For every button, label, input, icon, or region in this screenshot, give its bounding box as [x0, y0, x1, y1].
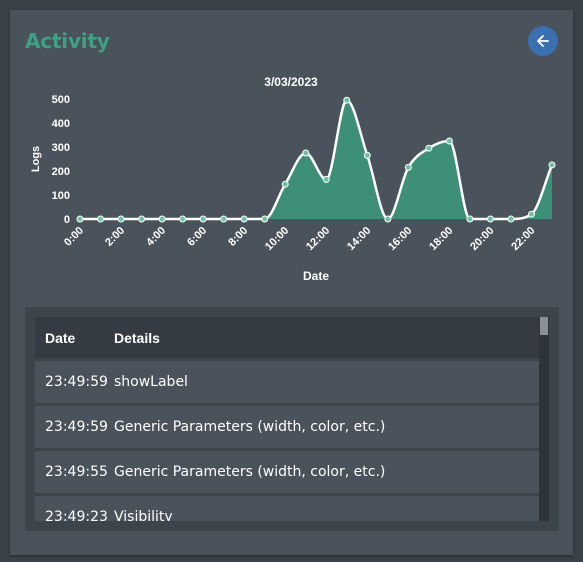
data-point — [302, 149, 310, 157]
data-point — [548, 161, 556, 169]
activity-chart: 3/03/2023 Logs Date 0 100 200 300 400 500 0:00 2:0… — [30, 75, 556, 283]
data-point — [158, 215, 166, 223]
series-area — [80, 100, 552, 219]
row-details: Generic Parameters (width, color, etc.) — [114, 464, 386, 480]
data-point — [466, 215, 474, 223]
column-header-details[interactable]: Details — [114, 329, 160, 346]
x-axis-label: Date — [303, 269, 329, 283]
table-row[interactable]: 23:49:23 Visibility — [35, 496, 539, 521]
data-point — [425, 144, 433, 152]
table-row[interactable]: 23:49:59 Generic Parameters (width, colo… — [35, 406, 539, 448]
x-tick-label: 10:00 — [263, 225, 291, 253]
data-point — [363, 151, 371, 159]
data-point — [527, 210, 535, 218]
data-point — [281, 180, 289, 188]
row-date: 23:49:59 — [45, 374, 108, 390]
x-tick-label: 22:00 — [509, 225, 537, 253]
data-point — [404, 163, 412, 171]
data-point — [220, 215, 228, 223]
y-tick-label: 500 — [52, 94, 70, 106]
data-point — [179, 215, 187, 223]
data-point — [240, 215, 248, 223]
data-point — [486, 215, 494, 223]
data-point — [76, 215, 84, 223]
x-tick-label: 4:00 — [144, 225, 168, 249]
row-date: 23:49:59 — [45, 419, 108, 435]
data-point — [507, 215, 515, 223]
log-table: Date Details 23:49:59 showLabel 23:49:59… — [35, 317, 539, 521]
scrollbar-thumb[interactable] — [540, 317, 548, 335]
log-table-panel: Date Details 23:49:59 showLabel 23:49:59… — [25, 307, 559, 531]
data-point — [343, 96, 351, 104]
x-tick-label: 12:00 — [304, 225, 332, 253]
y-tick-label: 0 — [64, 214, 70, 226]
x-tick-label: 14:00 — [345, 225, 373, 253]
arrow-left-icon — [537, 35, 549, 47]
data-point — [117, 215, 125, 223]
chart-title: 3/03/2023 — [264, 75, 318, 89]
data-point — [138, 215, 146, 223]
data-point — [445, 137, 453, 145]
data-point — [199, 215, 207, 223]
x-tick-label: 18:00 — [427, 225, 455, 253]
y-axis-label: Logs — [30, 146, 42, 172]
back-button[interactable] — [528, 26, 558, 56]
table-row[interactable]: 23:49:55 Generic Parameters (width, colo… — [35, 451, 539, 493]
table-row[interactable]: 23:49:59 showLabel — [35, 361, 539, 403]
card-title: Activity — [25, 29, 110, 53]
x-tick-label: 0:00 — [62, 225, 86, 249]
table-header: Date Details — [35, 317, 539, 358]
x-tick-label: 6:00 — [185, 225, 209, 249]
data-point — [384, 215, 392, 223]
x-tick-label: 2:00 — [103, 225, 127, 249]
row-details: Generic Parameters (width, color, etc.) — [114, 419, 386, 435]
y-tick-label: 400 — [52, 118, 70, 130]
x-tick-label: 20:00 — [468, 225, 496, 253]
data-point — [322, 175, 330, 183]
row-details: Visibility — [114, 509, 173, 521]
y-tick-label: 200 — [52, 166, 70, 178]
x-tick-label: 16:00 — [386, 225, 414, 253]
x-tick-label: 8:00 — [226, 225, 250, 249]
row-date: 23:49:23 — [45, 509, 108, 521]
y-tick-label: 100 — [52, 190, 70, 202]
column-header-date[interactable]: Date — [45, 329, 76, 346]
table-scrollbar[interactable] — [539, 317, 549, 521]
row-details: showLabel — [114, 374, 188, 390]
data-point — [261, 215, 269, 223]
y-tick-label: 300 — [52, 142, 70, 154]
data-point — [97, 215, 105, 223]
activity-card: Activity 3/03/2023 Logs Date 0 100 200 300 400 5… — [10, 10, 573, 555]
row-date: 23:49:55 — [45, 464, 108, 480]
